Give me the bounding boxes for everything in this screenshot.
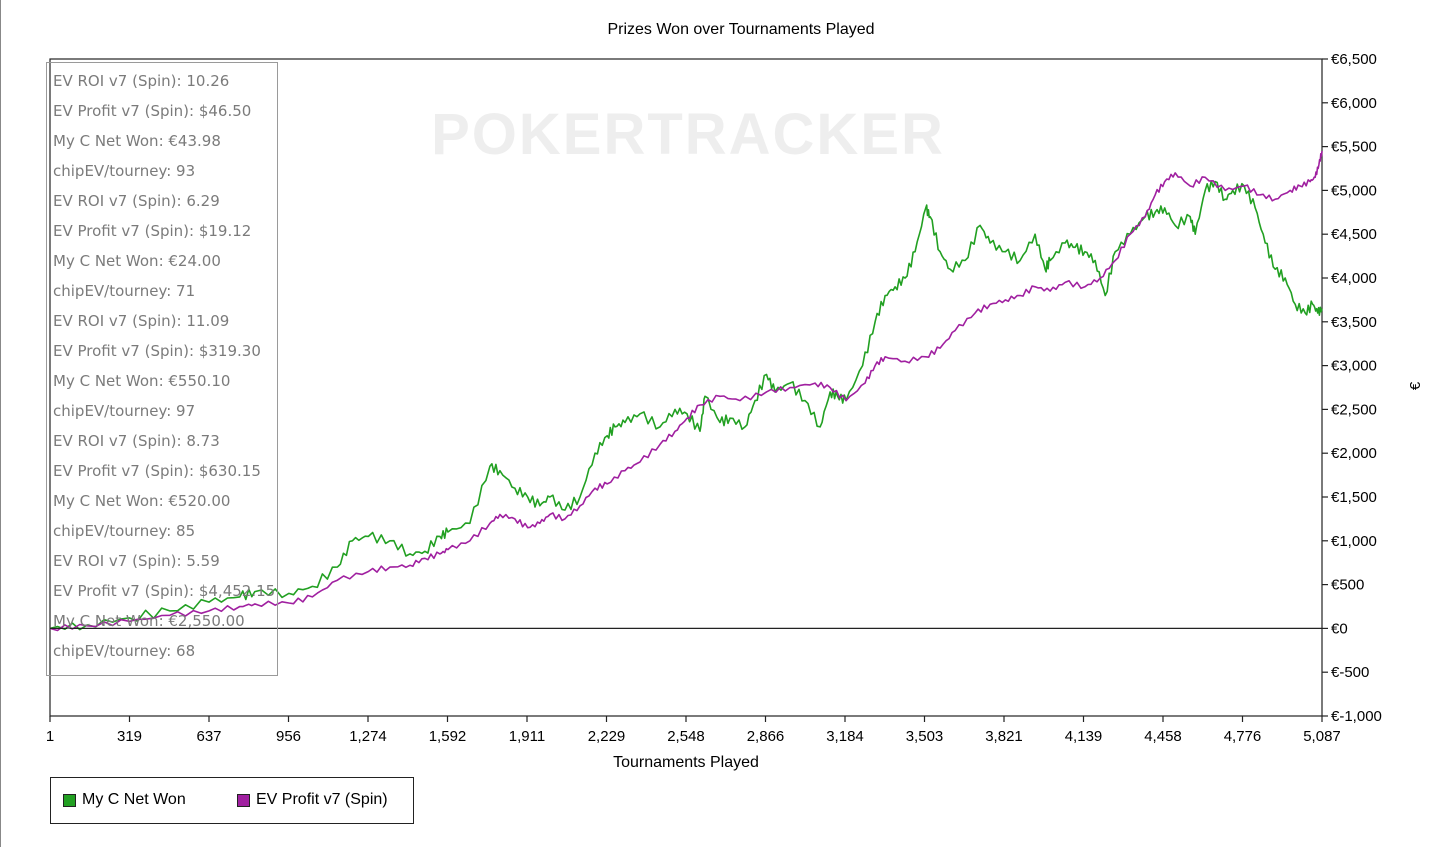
y-tick-label: €3,500 — [1331, 314, 1377, 331]
series-line-my-c-net-won — [49, 180, 1323, 631]
stat-line: My C Net Won: €2,550.00 — [53, 612, 245, 630]
x-tick-label: 4,139 — [1065, 728, 1103, 745]
stat-line: chipEV/tourney: 71 — [53, 282, 196, 300]
stat-line: chipEV/tourney: 97 — [53, 402, 196, 420]
x-tick-label: 637 — [196, 728, 221, 745]
y-axis: €6,500 €6,000 €5,500 €5,000 €4,500 €4,000 €3,5… — [1322, 51, 1382, 725]
y-tick-label: €5,000 — [1331, 182, 1377, 199]
stat-line: EV Profit v7 (Spin): $630.15 — [53, 462, 261, 480]
legend-item-ev-profit: EV Profit v7 (Spin) — [237, 791, 388, 809]
stat-line: My C Net Won: €43.98 — [53, 132, 221, 150]
legend-item-my-c-net-won: My C Net Won — [63, 791, 186, 809]
x-tick-label: 319 — [117, 728, 142, 745]
y-tick-label: €6,000 — [1331, 95, 1377, 112]
watermark: POKERTRACKER — [431, 102, 945, 167]
watermark-text: POKERTRACKER — [431, 102, 945, 167]
x-tick-label: 3,821 — [985, 728, 1023, 745]
y-axis-label: € — [1407, 381, 1424, 390]
series-line-ev-profit-v7 — [49, 150, 1323, 632]
x-tick-label: 5,087 — [1303, 728, 1341, 745]
stat-line: My C Net Won: €24.00 — [53, 252, 221, 270]
x-tick-label: 1,274 — [349, 728, 387, 745]
x-tick-label: 2,866 — [747, 728, 785, 745]
stat-line: EV Profit v7 (Spin): $46.50 — [53, 102, 252, 120]
x-tick-label: 4,458 — [1144, 728, 1182, 745]
stat-line: EV ROI v7 (Spin): 6.29 — [53, 192, 220, 210]
x-tick-label: 4,776 — [1224, 728, 1262, 745]
y-tick-label: €2,000 — [1331, 445, 1377, 462]
legend: My C Net Won EV Profit v7 (Spin) — [50, 777, 414, 824]
y-tick-label: €4,000 — [1331, 270, 1377, 287]
y-tick-label: €5,500 — [1331, 139, 1377, 156]
stat-line: EV ROI v7 (Spin): 8.73 — [53, 432, 220, 450]
y-tick-label: €3,000 — [1331, 358, 1377, 375]
x-tick-label: 3,184 — [826, 728, 864, 745]
x-tick-label: 1,592 — [429, 728, 467, 745]
stat-line: chipEV/tourney: 68 — [53, 642, 196, 660]
window-left-border — [0, 0, 1, 847]
stat-line: EV Profit v7 (Spin): $319.30 — [53, 342, 261, 360]
stat-line: EV ROI v7 (Spin): 10.26 — [53, 72, 230, 90]
x-tick-label: 2,229 — [588, 728, 626, 745]
chart-title: Prizes Won over Tournaments Played — [607, 21, 875, 38]
legend-swatch-green — [63, 793, 76, 807]
y-tick-label: €500 — [1331, 577, 1364, 594]
x-tick-label: 3,503 — [906, 728, 944, 745]
x-axis: 1 319 637 956 1,274 1,592 1,911 2,229 2,548 2,866… — [46, 716, 1341, 745]
series-layer — [49, 150, 1323, 632]
x-tick-label: 1 — [46, 728, 54, 745]
y-tick-label: €4,500 — [1331, 226, 1377, 243]
stat-line: chipEV/tourney: 85 — [53, 522, 196, 540]
x-tick-label: 956 — [276, 728, 301, 745]
y-tick-label: €6,500 — [1331, 51, 1377, 68]
x-tick-label: 1,911 — [509, 728, 545, 745]
x-axis-label: Tournaments Played — [613, 754, 759, 771]
legend-swatch-purple — [237, 793, 250, 807]
stat-line: My C Net Won: €550.10 — [53, 372, 231, 390]
y-tick-label: €2,500 — [1331, 401, 1377, 418]
stat-line: EV Profit v7 (Spin): $4,452.15 — [53, 582, 276, 600]
stat-line: EV ROI v7 (Spin): 5.59 — [53, 552, 220, 570]
stat-line: EV ROI v7 (Spin): 11.09 — [53, 312, 230, 330]
y-tick-label: €1,500 — [1331, 489, 1377, 506]
legend-label: My C Net Won — [82, 791, 186, 808]
stat-line: chipEV/tourney: 93 — [53, 162, 196, 180]
stats-overlay-box: EV ROI v7 (Spin): 10.26 EV Profit v7 (Spi… — [46, 62, 278, 676]
stat-line: EV Profit v7 (Spin): $19.12 — [53, 222, 252, 240]
legend-label: EV Profit v7 (Spin) — [256, 791, 388, 808]
y-tick-label: €1,000 — [1331, 533, 1377, 550]
y-tick-label: €-1,000 — [1331, 708, 1382, 725]
y-tick-label: €-500 — [1331, 664, 1369, 681]
stat-line: My C Net Won: €520.00 — [53, 492, 231, 510]
x-tick-label: 2,548 — [667, 728, 705, 745]
y-tick-label: €0 — [1331, 620, 1348, 637]
